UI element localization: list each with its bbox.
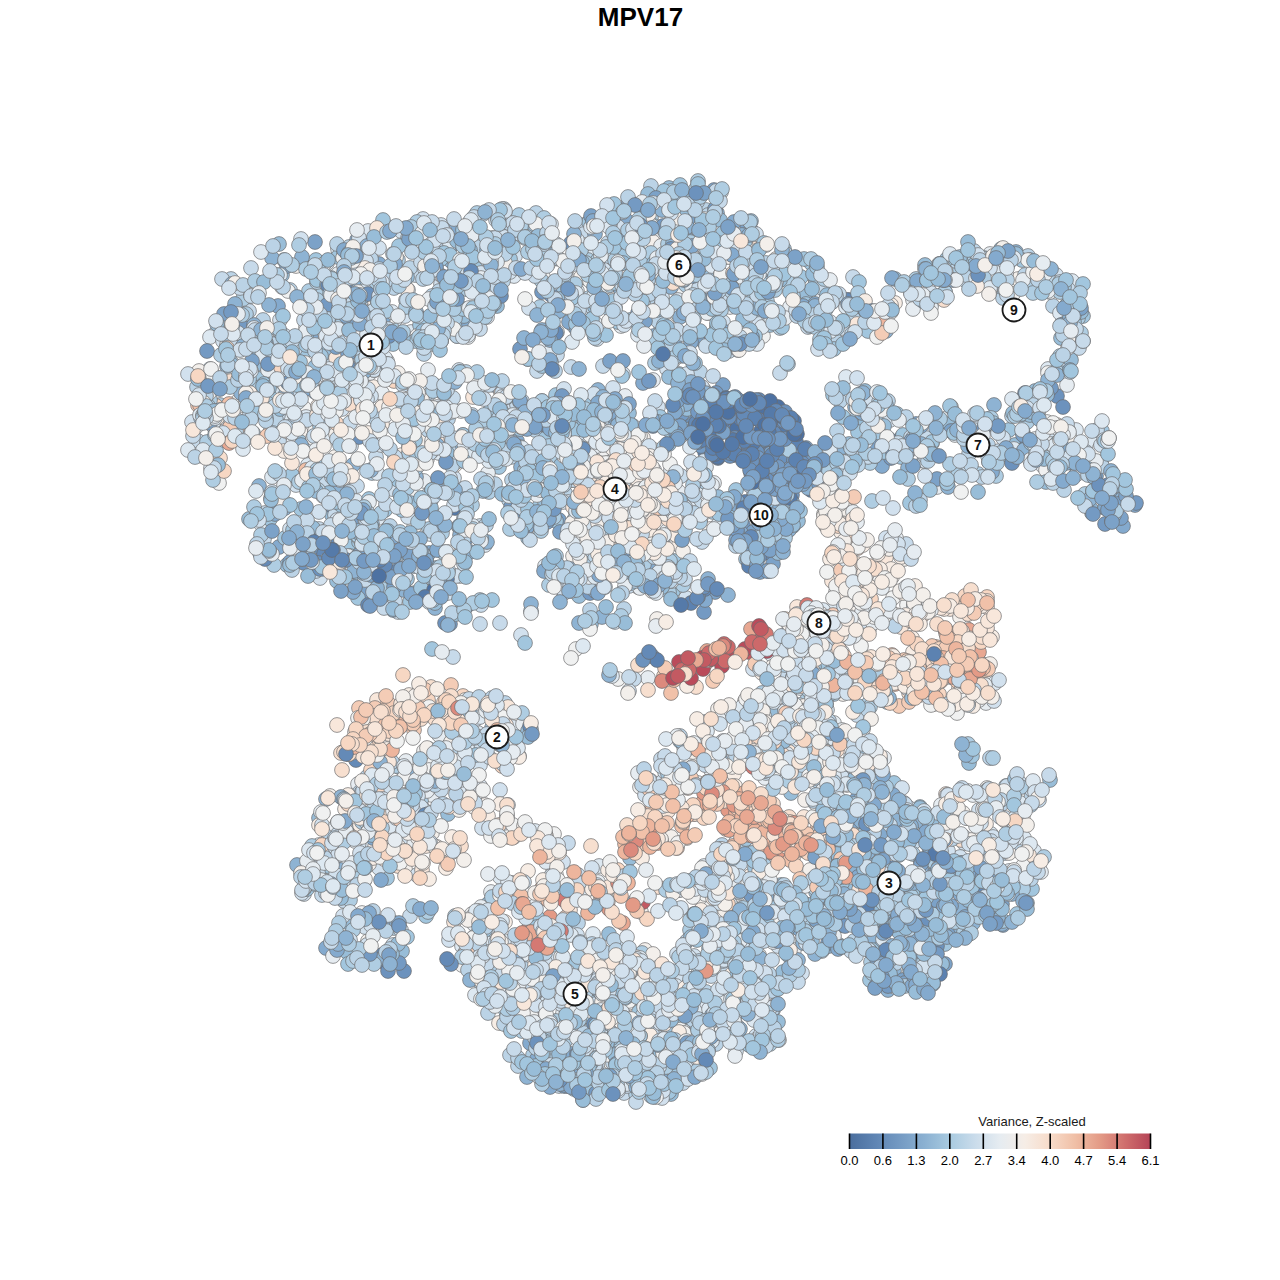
svg-text:6: 6 (675, 257, 683, 273)
svg-text:0.0: 0.0 (840, 1153, 858, 1168)
svg-text:3.4: 3.4 (1008, 1153, 1026, 1168)
svg-text:1: 1 (367, 337, 375, 353)
svg-text:4.7: 4.7 (1075, 1153, 1093, 1168)
svg-text:2.7: 2.7 (974, 1153, 992, 1168)
svg-text:3: 3 (885, 875, 893, 891)
svg-text:1.3: 1.3 (907, 1153, 925, 1168)
svg-text:9: 9 (1010, 302, 1018, 318)
svg-text:MPV17: MPV17 (598, 2, 683, 32)
svg-text:10: 10 (753, 507, 769, 523)
svg-text:4.0: 4.0 (1041, 1153, 1059, 1168)
svg-text:Variance, Z-scaled: Variance, Z-scaled (978, 1114, 1085, 1129)
svg-text:2.0: 2.0 (941, 1153, 959, 1168)
svg-text:7: 7 (974, 437, 982, 453)
svg-text:6.1: 6.1 (1141, 1153, 1159, 1168)
svg-text:0.6: 0.6 (874, 1153, 892, 1168)
svg-text:2: 2 (493, 729, 501, 745)
svg-text:5.4: 5.4 (1108, 1153, 1126, 1168)
svg-text:4: 4 (611, 481, 619, 497)
svg-text:5: 5 (571, 986, 579, 1002)
svg-text:8: 8 (815, 615, 823, 631)
